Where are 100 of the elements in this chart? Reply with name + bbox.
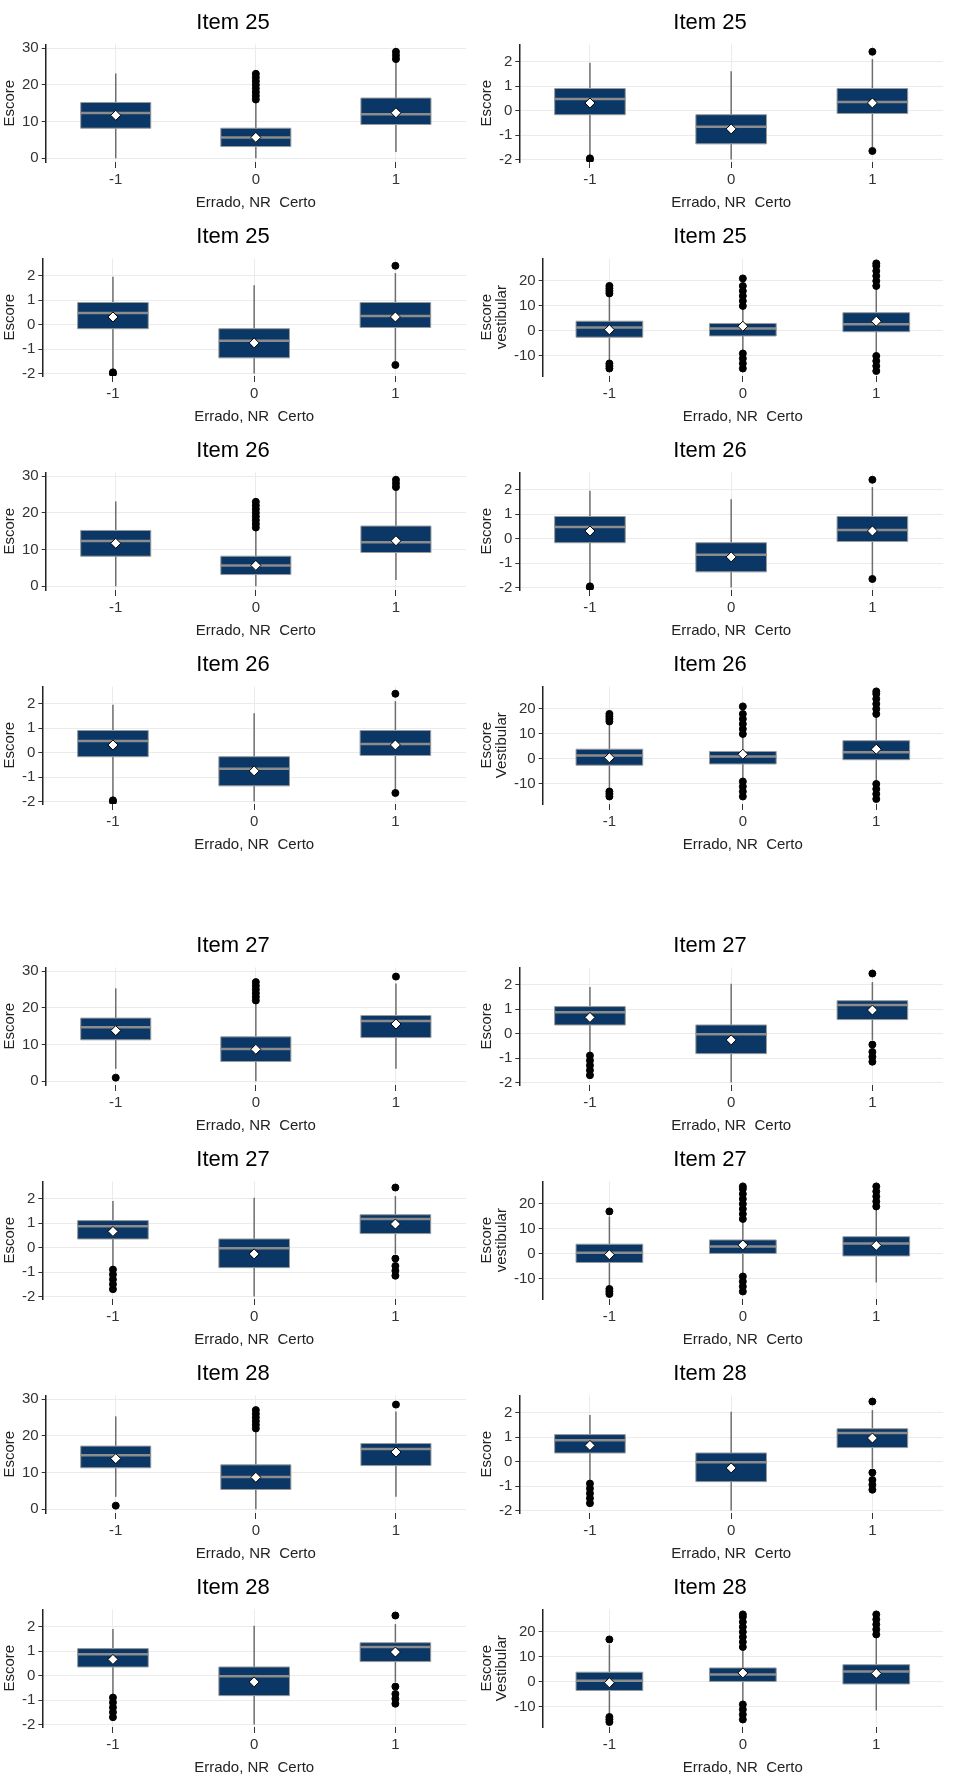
x-tick-label: 0 <box>738 1735 748 1753</box>
y-tick-label: 2 <box>26 265 36 283</box>
x-tick-label: -1 <box>583 598 597 616</box>
y-tick-label: 20 <box>22 997 39 1015</box>
y-tick-label: -2 <box>21 1286 36 1304</box>
y-axis-title: Escore Vestibular <box>476 1635 509 1702</box>
x-tick-label: 0 <box>738 1307 748 1325</box>
y-tick-label: 20 <box>518 1622 536 1640</box>
y-tick-label: 20 <box>22 1425 39 1443</box>
y-tick-label: 1 <box>26 1641 36 1659</box>
y-tick-label: 2 <box>503 1402 513 1420</box>
y-tick-label: 0 <box>527 321 536 339</box>
y-tick-label: -2 <box>498 1500 513 1518</box>
x-tick-label: -1 <box>583 1093 597 1111</box>
y-tick-label: 0 <box>26 314 36 332</box>
y-tick-label: 20 <box>518 699 536 717</box>
x-tick-label: 1 <box>391 1093 401 1111</box>
x-axis-title: Errado, NR Certo <box>671 1544 792 1562</box>
x-axis-title: Errado, NR Certo <box>671 621 792 639</box>
x-tick-label: 1 <box>872 1307 881 1325</box>
x-tick-label: 1 <box>391 1735 400 1753</box>
y-tick-label: -1 <box>21 339 36 357</box>
x-tick-label: 1 <box>868 598 877 616</box>
x-tick-label: 1 <box>872 1735 881 1753</box>
chart-title: Item 25 <box>673 223 747 249</box>
y-tick-label: -2 <box>498 577 513 595</box>
x-tick-label: 0 <box>250 384 259 402</box>
x-tick-label: -1 <box>109 170 123 188</box>
x-tick-label: -1 <box>109 1093 123 1111</box>
x-axis-title: Errado, NR Certo <box>682 1758 803 1776</box>
y-tick-label: -2 <box>498 149 513 167</box>
y-axis-title: Escore <box>0 721 17 769</box>
chart-title: Item 25 <box>673 9 747 35</box>
x-tick-label: 1 <box>872 812 881 830</box>
y-tick-label: 1 <box>503 504 513 522</box>
x-tick-label: 1 <box>868 1521 877 1539</box>
x-tick-label: 1 <box>872 384 881 402</box>
y-tick-label: 10 <box>22 1034 39 1052</box>
y-tick-label: 20 <box>518 271 536 289</box>
y-tick-label: 30 <box>22 466 39 484</box>
y-tick-label: 0 <box>503 1023 513 1041</box>
x-axis-title: Errado, NR Certo <box>195 1116 316 1134</box>
x-axis-title: Errado, NR Certo <box>671 1116 792 1134</box>
chart-title: Item 27 <box>673 932 747 958</box>
y-tick-label: 2 <box>26 693 36 711</box>
y-tick-label: -1 <box>498 1476 513 1494</box>
y-tick-label: 0 <box>26 1665 36 1683</box>
y-tick-label: 10 <box>22 1462 39 1480</box>
y-tick-label: 0 <box>527 749 536 767</box>
x-tick-label: -1 <box>602 1307 617 1325</box>
x-tick-label: 0 <box>250 812 259 830</box>
y-tick-label: 1 <box>26 1213 36 1231</box>
y-tick-label: 2 <box>26 1188 36 1206</box>
chart-title: Item 28 <box>673 1360 747 1386</box>
y-axis-title: Escore <box>0 507 17 555</box>
y-tick-label: 10 <box>22 111 39 129</box>
x-axis-title: Errado, NR Certo <box>682 407 803 425</box>
y-axis-title: Escore <box>0 1216 17 1264</box>
x-tick-label: 0 <box>251 1093 261 1111</box>
y-tick-label: 0 <box>503 1451 513 1469</box>
y-tick-label: 2 <box>503 479 513 497</box>
y-tick-label: -1 <box>498 125 513 143</box>
y-axis-title: Escore <box>0 293 17 341</box>
y-tick-label: 10 <box>518 296 536 314</box>
x-tick-label: 1 <box>391 598 401 616</box>
y-tick-label: -2 <box>498 1072 513 1090</box>
x-tick-label: 1 <box>868 1093 877 1111</box>
y-tick-label: 10 <box>518 724 536 742</box>
x-tick-label: -1 <box>602 812 617 830</box>
chart-title: Item 26 <box>673 651 747 677</box>
x-tick-label: 1 <box>391 1307 400 1325</box>
x-tick-label: 1 <box>868 170 877 188</box>
y-tick-label: 2 <box>503 51 513 69</box>
y-axis-title: Escore vestibular <box>476 285 509 350</box>
chart-title: Item 25 <box>196 9 270 35</box>
y-tick-label: 30 <box>22 961 39 979</box>
y-tick-label: 0 <box>30 1071 39 1089</box>
y-tick-label: 0 <box>503 528 513 546</box>
y-tick-label: -10 <box>513 774 536 792</box>
x-axis-title: Errado, NR Certo <box>682 1330 803 1348</box>
y-tick-label: 1 <box>26 290 36 308</box>
y-tick-label: -2 <box>21 1714 36 1732</box>
y-tick-label: -10 <box>513 1697 536 1715</box>
y-tick-label: -10 <box>513 1269 536 1287</box>
x-tick-label: 0 <box>251 170 261 188</box>
chart-title: Item 28 <box>673 1574 747 1600</box>
x-tick-label: 1 <box>391 170 401 188</box>
x-tick-label: 0 <box>251 1521 261 1539</box>
y-tick-label: 20 <box>22 74 39 92</box>
y-tick-label: 0 <box>527 1244 536 1262</box>
y-tick-label: 10 <box>518 1219 536 1237</box>
x-axis-title: Errado, NR Certo <box>194 1758 315 1776</box>
y-tick-label: 0 <box>527 1672 536 1690</box>
x-tick-label: 0 <box>738 812 748 830</box>
y-tick-label: -1 <box>21 767 36 785</box>
x-axis-title: Errado, NR Certo <box>195 621 316 639</box>
y-axis-title: Escore <box>0 1002 17 1050</box>
chart-title: Item 27 <box>673 1146 747 1172</box>
x-axis-title: Errado, NR Certo <box>194 407 315 425</box>
x-tick-label: 0 <box>727 1093 736 1111</box>
